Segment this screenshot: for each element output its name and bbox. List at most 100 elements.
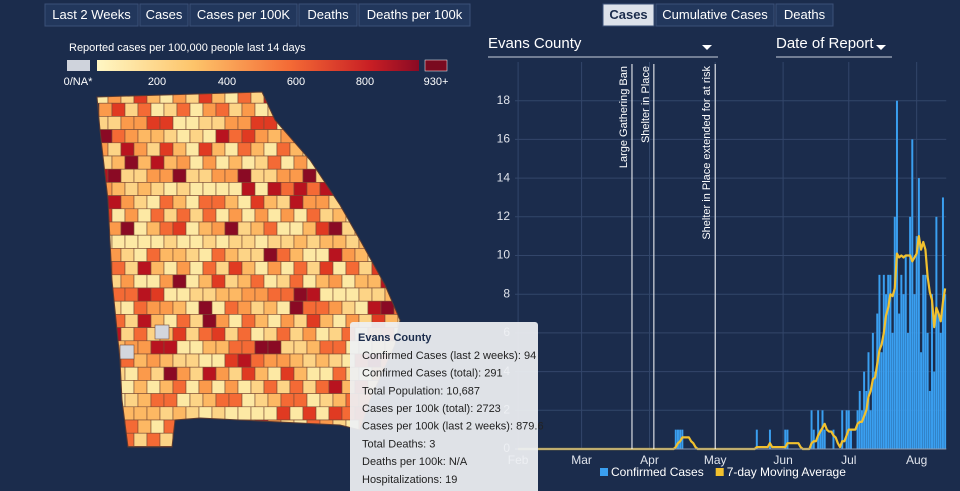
tab-label[interactable]: Deaths bbox=[784, 7, 826, 22]
county bbox=[241, 314, 256, 328]
county bbox=[185, 248, 200, 262]
tab[interactable] bbox=[44, 3, 139, 27]
tab[interactable] bbox=[655, 3, 775, 27]
county bbox=[133, 406, 148, 421]
x-tick-label: Jun bbox=[773, 453, 792, 467]
county bbox=[289, 168, 304, 183]
county bbox=[280, 234, 295, 249]
county bbox=[250, 168, 265, 183]
county bbox=[224, 380, 239, 394]
county bbox=[328, 221, 343, 236]
tab-label[interactable]: Last 2 Weeks bbox=[52, 7, 131, 22]
bar bbox=[939, 332, 942, 449]
county bbox=[163, 340, 178, 355]
bar bbox=[674, 429, 677, 449]
county bbox=[228, 366, 243, 381]
county bbox=[202, 393, 217, 408]
county bbox=[224, 168, 239, 183]
county bbox=[120, 327, 135, 342]
x-tick-label: Jul bbox=[841, 453, 856, 467]
county bbox=[237, 195, 252, 210]
county bbox=[293, 287, 308, 302]
county bbox=[358, 261, 373, 276]
county bbox=[185, 168, 200, 183]
county bbox=[146, 274, 161, 289]
county bbox=[289, 274, 304, 289]
county bbox=[137, 155, 152, 170]
county bbox=[133, 274, 148, 289]
county bbox=[315, 248, 330, 262]
county bbox=[159, 195, 174, 210]
legend-label: 400 bbox=[218, 76, 236, 88]
tab-label[interactable]: Cumulative Cases bbox=[662, 7, 768, 22]
county bbox=[302, 327, 317, 342]
county bbox=[224, 195, 239, 210]
county bbox=[176, 208, 191, 223]
county bbox=[254, 129, 269, 144]
county bbox=[250, 195, 265, 210]
tab-label[interactable]: Cases bbox=[146, 7, 183, 22]
legend-na bbox=[67, 60, 90, 71]
county bbox=[293, 234, 308, 249]
county bbox=[202, 287, 217, 302]
county bbox=[137, 261, 152, 276]
bar bbox=[931, 294, 933, 449]
tab[interactable] bbox=[298, 3, 358, 27]
tab-label[interactable]: Cases bbox=[609, 7, 647, 22]
county bbox=[289, 195, 304, 210]
county bbox=[345, 234, 360, 249]
county bbox=[189, 129, 204, 144]
county bbox=[176, 234, 191, 249]
county bbox=[202, 261, 217, 276]
county bbox=[198, 248, 213, 262]
tab[interactable] bbox=[602, 3, 655, 27]
county bbox=[185, 353, 200, 368]
county bbox=[111, 234, 126, 249]
county bbox=[215, 314, 230, 328]
tab[interactable] bbox=[189, 3, 298, 27]
tab-label[interactable]: Deaths bbox=[307, 7, 349, 22]
tooltip: Evans County Confirmed Cases (last 2 week… bbox=[350, 322, 544, 491]
county bbox=[137, 287, 152, 302]
county bbox=[163, 234, 178, 249]
tab[interactable] bbox=[775, 3, 834, 27]
county bbox=[146, 116, 161, 130]
county bbox=[202, 340, 217, 355]
county bbox=[107, 142, 122, 157]
county bbox=[332, 393, 347, 408]
county bbox=[146, 221, 161, 236]
county bbox=[172, 406, 187, 421]
county bbox=[202, 129, 217, 144]
county bbox=[289, 327, 304, 342]
county bbox=[254, 208, 269, 223]
county-dropdown[interactable]: Evans County bbox=[488, 35, 582, 52]
county bbox=[215, 129, 230, 144]
county bbox=[263, 406, 278, 421]
county bbox=[302, 248, 317, 262]
county bbox=[133, 432, 148, 447]
tab[interactable] bbox=[139, 3, 189, 27]
dropdown-arrow[interactable] bbox=[876, 45, 886, 50]
bar bbox=[878, 274, 881, 449]
county bbox=[224, 300, 239, 315]
county bbox=[137, 340, 152, 355]
county bbox=[315, 380, 330, 394]
bar bbox=[891, 332, 894, 449]
county bbox=[133, 195, 148, 210]
county bbox=[254, 366, 269, 381]
dropdown-arrow[interactable] bbox=[702, 45, 712, 50]
county bbox=[280, 314, 295, 328]
county bbox=[224, 327, 239, 342]
bar bbox=[863, 371, 866, 449]
date-dropdown[interactable]: Date of Report bbox=[776, 35, 874, 52]
county bbox=[224, 274, 239, 289]
tab-label[interactable]: Cases per 100K bbox=[197, 7, 291, 22]
county bbox=[302, 380, 317, 394]
county bbox=[189, 314, 204, 328]
county bbox=[328, 406, 343, 421]
county bbox=[120, 168, 135, 183]
tab[interactable] bbox=[358, 3, 471, 27]
tab-label[interactable]: Deaths per 100k bbox=[367, 7, 463, 22]
county bbox=[228, 287, 243, 302]
